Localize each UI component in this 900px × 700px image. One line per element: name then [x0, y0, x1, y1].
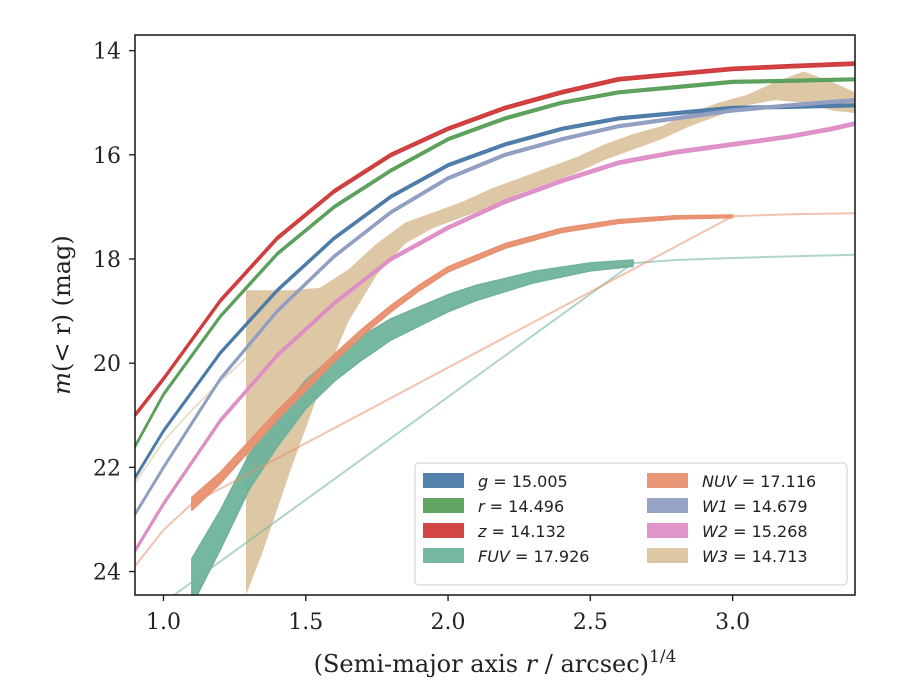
y-tick-label: 16	[93, 144, 121, 169]
series-w1-band	[135, 98, 855, 517]
legend-label-fuv: FUV = 17.926	[478, 547, 589, 566]
x-axis-label: (Semi-major axis r / arcsec)1/4	[314, 647, 677, 678]
series-z-band	[135, 61, 855, 418]
x-tick-label: 1.5	[288, 610, 323, 635]
legend: g = 15.005 r = 14.496 z = 14.132 FUV = 17.9…	[414, 462, 848, 586]
legend-label-z: z = 14.132	[477, 522, 566, 541]
legend-label-r: r = 14.496	[478, 497, 564, 516]
y-tick-label: 24	[93, 561, 121, 586]
legend-label-w1: W1 = 14.679	[702, 497, 808, 516]
legend-label-g: g = 15.005	[478, 472, 568, 491]
y-tick-label: 20	[93, 352, 121, 377]
legend-swatch-fuv	[423, 548, 464, 563]
legend-swatch-w1	[647, 498, 688, 513]
y-tick-label: 18	[93, 248, 121, 273]
legend-label-w2: W2 = 15.268	[702, 522, 808, 541]
y-axis-label: m(< r) (mag)	[48, 235, 76, 395]
x-tick-label: 2.0	[431, 610, 466, 635]
legend-box	[414, 462, 848, 586]
legend-swatch-nuv	[647, 473, 688, 488]
series-fuv-extrapolation	[172, 253, 855, 595]
legend-swatch-w2	[647, 523, 688, 538]
series-w3-band	[246, 71, 855, 595]
x-tick-label: 3.0	[715, 610, 750, 635]
plot-area	[135, 61, 855, 595]
legend-swatch-z	[423, 523, 464, 538]
axis-ticks: 1.0 1.5 2.0 2.5 3.0 14 16 18 20 22 24	[93, 40, 750, 635]
x-tick-label: 2.5	[573, 610, 608, 635]
series-nuv-band	[191, 214, 734, 512]
legend-swatch-r	[423, 498, 464, 513]
x-tick-label: 1.0	[146, 610, 181, 635]
series-w2-band	[135, 121, 855, 554]
series-r-band	[135, 77, 855, 449]
plot-frame	[134, 34, 856, 596]
legend-swatch-g	[423, 473, 464, 488]
series-w3-extrapolation	[135, 357, 247, 484]
legend-label-w3: W3 = 14.713	[702, 547, 808, 566]
y-tick-label: 22	[93, 456, 121, 481]
legend-swatch-w3	[647, 548, 688, 563]
y-tick-label: 14	[93, 40, 121, 65]
series-nuv-extrapolation	[135, 212, 855, 567]
series-g-band	[135, 103, 855, 480]
legend-label-nuv: NUV = 17.116	[702, 472, 816, 491]
